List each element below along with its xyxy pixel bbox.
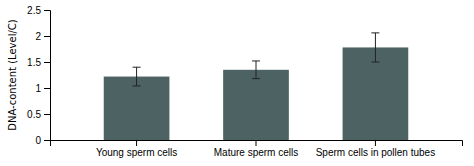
y-tick-mark [44,114,50,115]
x-tick-label: Young sperm cells [96,147,177,158]
y-tick-mark [44,140,50,141]
error-bar-line [371,33,379,62]
x-tick-mark [256,140,257,146]
x-tick: Sperm cells in pollen tubes [316,140,436,158]
y-tick-mark [44,36,50,37]
y-axis-title: DNA-content (Level/C) [7,19,18,131]
x-axis: Young sperm cells Mature sperm cells Sperm… [51,140,463,158]
error-bar-line [133,67,141,86]
y-tick-label: 2.5 [27,5,41,16]
y-tick-mark [44,88,50,89]
y-tick-label: 0 [35,135,41,146]
y-tick: 1.5 [27,57,50,68]
x-tick-label: Mature sperm cells [214,147,298,158]
x-axis-line [51,141,463,147]
y-tick: 1 [35,83,50,94]
y-tick: 0 [35,135,50,146]
x-tick: Young sperm cells [96,140,177,158]
y-axis: 0 0.5 1 1.5 2 2.5 [27,5,50,146]
y-tick: 0.5 [27,109,50,120]
error-bar [133,67,141,86]
error-bar [252,61,260,79]
x-tick: Mature sperm cells [214,140,298,158]
error-bar-line [252,61,260,79]
chart: 0 0.5 1 1.5 2 2.5 Young sperm cells Mature sper… [0,0,474,166]
plot: 0 0.5 1 1.5 2 2.5 Young sperm cells Mature sper… [27,5,462,158]
marks [104,33,409,140]
y-tick-label: 0.5 [27,109,41,120]
x-tick-label: Sperm cells in pollen tubes [316,147,436,158]
y-tick-label: 1 [35,83,41,94]
y-tick-mark [44,10,50,11]
y-tick: 2.5 [27,5,50,16]
y-tick-label: 1.5 [27,57,41,68]
y-tick-label: 2 [35,31,41,42]
y-tick-mark [44,62,50,63]
x-tick-mark [375,140,376,146]
y-axis-line [44,11,51,141]
y-tick: 2 [35,31,50,42]
bar [223,70,289,140]
x-tick-mark [136,140,137,146]
error-bar [371,33,379,62]
